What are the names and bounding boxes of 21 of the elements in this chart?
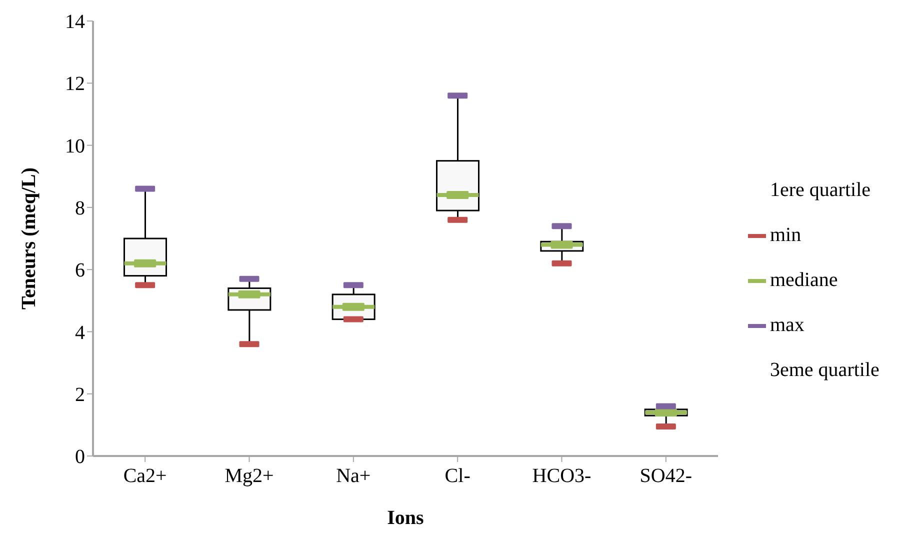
- y-tick-label: 14: [65, 11, 85, 34]
- x-tick-label: Cl-: [444, 465, 470, 488]
- x-tick-label: Ca2+: [123, 465, 167, 488]
- x-axis-title: Ions: [387, 507, 424, 529]
- y-tick-label: 12: [65, 73, 85, 96]
- y-tick-label: 8: [75, 198, 85, 220]
- legend-label: mediane: [770, 269, 838, 292]
- x-tick-label: SO42-: [640, 465, 692, 488]
- y-tick-label: 10: [65, 135, 85, 158]
- y-tick-label: 6: [75, 260, 85, 282]
- y-tick-label: 2: [75, 384, 85, 406]
- legend-label: max: [770, 314, 804, 337]
- text: 3eme quartile: [770, 359, 880, 382]
- y-tick-label: 4: [75, 322, 85, 344]
- x-tick-label: Mg2+: [224, 465, 274, 488]
- x-tick-label: HCO3-: [532, 465, 592, 488]
- y-tick-label: 0: [75, 446, 85, 468]
- legend-label: min: [770, 224, 802, 247]
- y-axis-title: Teneurs (meq/L): [18, 167, 40, 310]
- text: 1ere quartile: [770, 179, 870, 202]
- x-tick-label: Na+: [336, 465, 371, 488]
